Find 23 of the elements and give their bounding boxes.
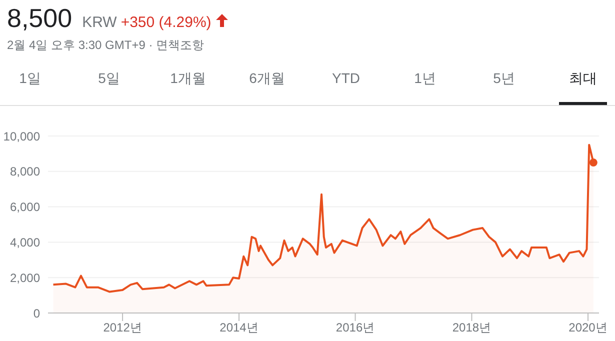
y-tick-label: 4,000: [10, 235, 40, 250]
text: 5일: [98, 70, 120, 86]
x-tick-label: 2020년: [568, 320, 608, 335]
text: 1개월: [170, 70, 206, 86]
chart-title: 8,500: [7, 3, 72, 34]
text: +350 (4.29%): [120, 14, 212, 31]
x-tick-label: 2014년: [220, 320, 258, 335]
text: 최대: [569, 70, 597, 86]
text: 1일: [19, 70, 41, 86]
y-tick-label: 0: [33, 306, 40, 320]
text: KRW: [82, 14, 117, 31]
text: 6개월: [249, 70, 285, 86]
x-tick-label: 2012년: [103, 320, 142, 335]
text: YTD: [332, 70, 360, 86]
chart-subtitle: 2월 4일 오후 3:30 GMT+9 · 면책조항: [7, 37, 204, 54]
y-tick-label: 10,000: [3, 129, 40, 144]
y-tick-label: 6,000: [10, 200, 40, 214]
x-tick-label: 2018년: [452, 320, 492, 335]
y-tick-label: 2,000: [10, 270, 40, 285]
y-tick-label: 8,000: [10, 164, 40, 179]
text: 5년: [493, 70, 515, 86]
text: 1년: [414, 70, 436, 86]
x-tick-label: 2016년: [336, 320, 375, 335]
